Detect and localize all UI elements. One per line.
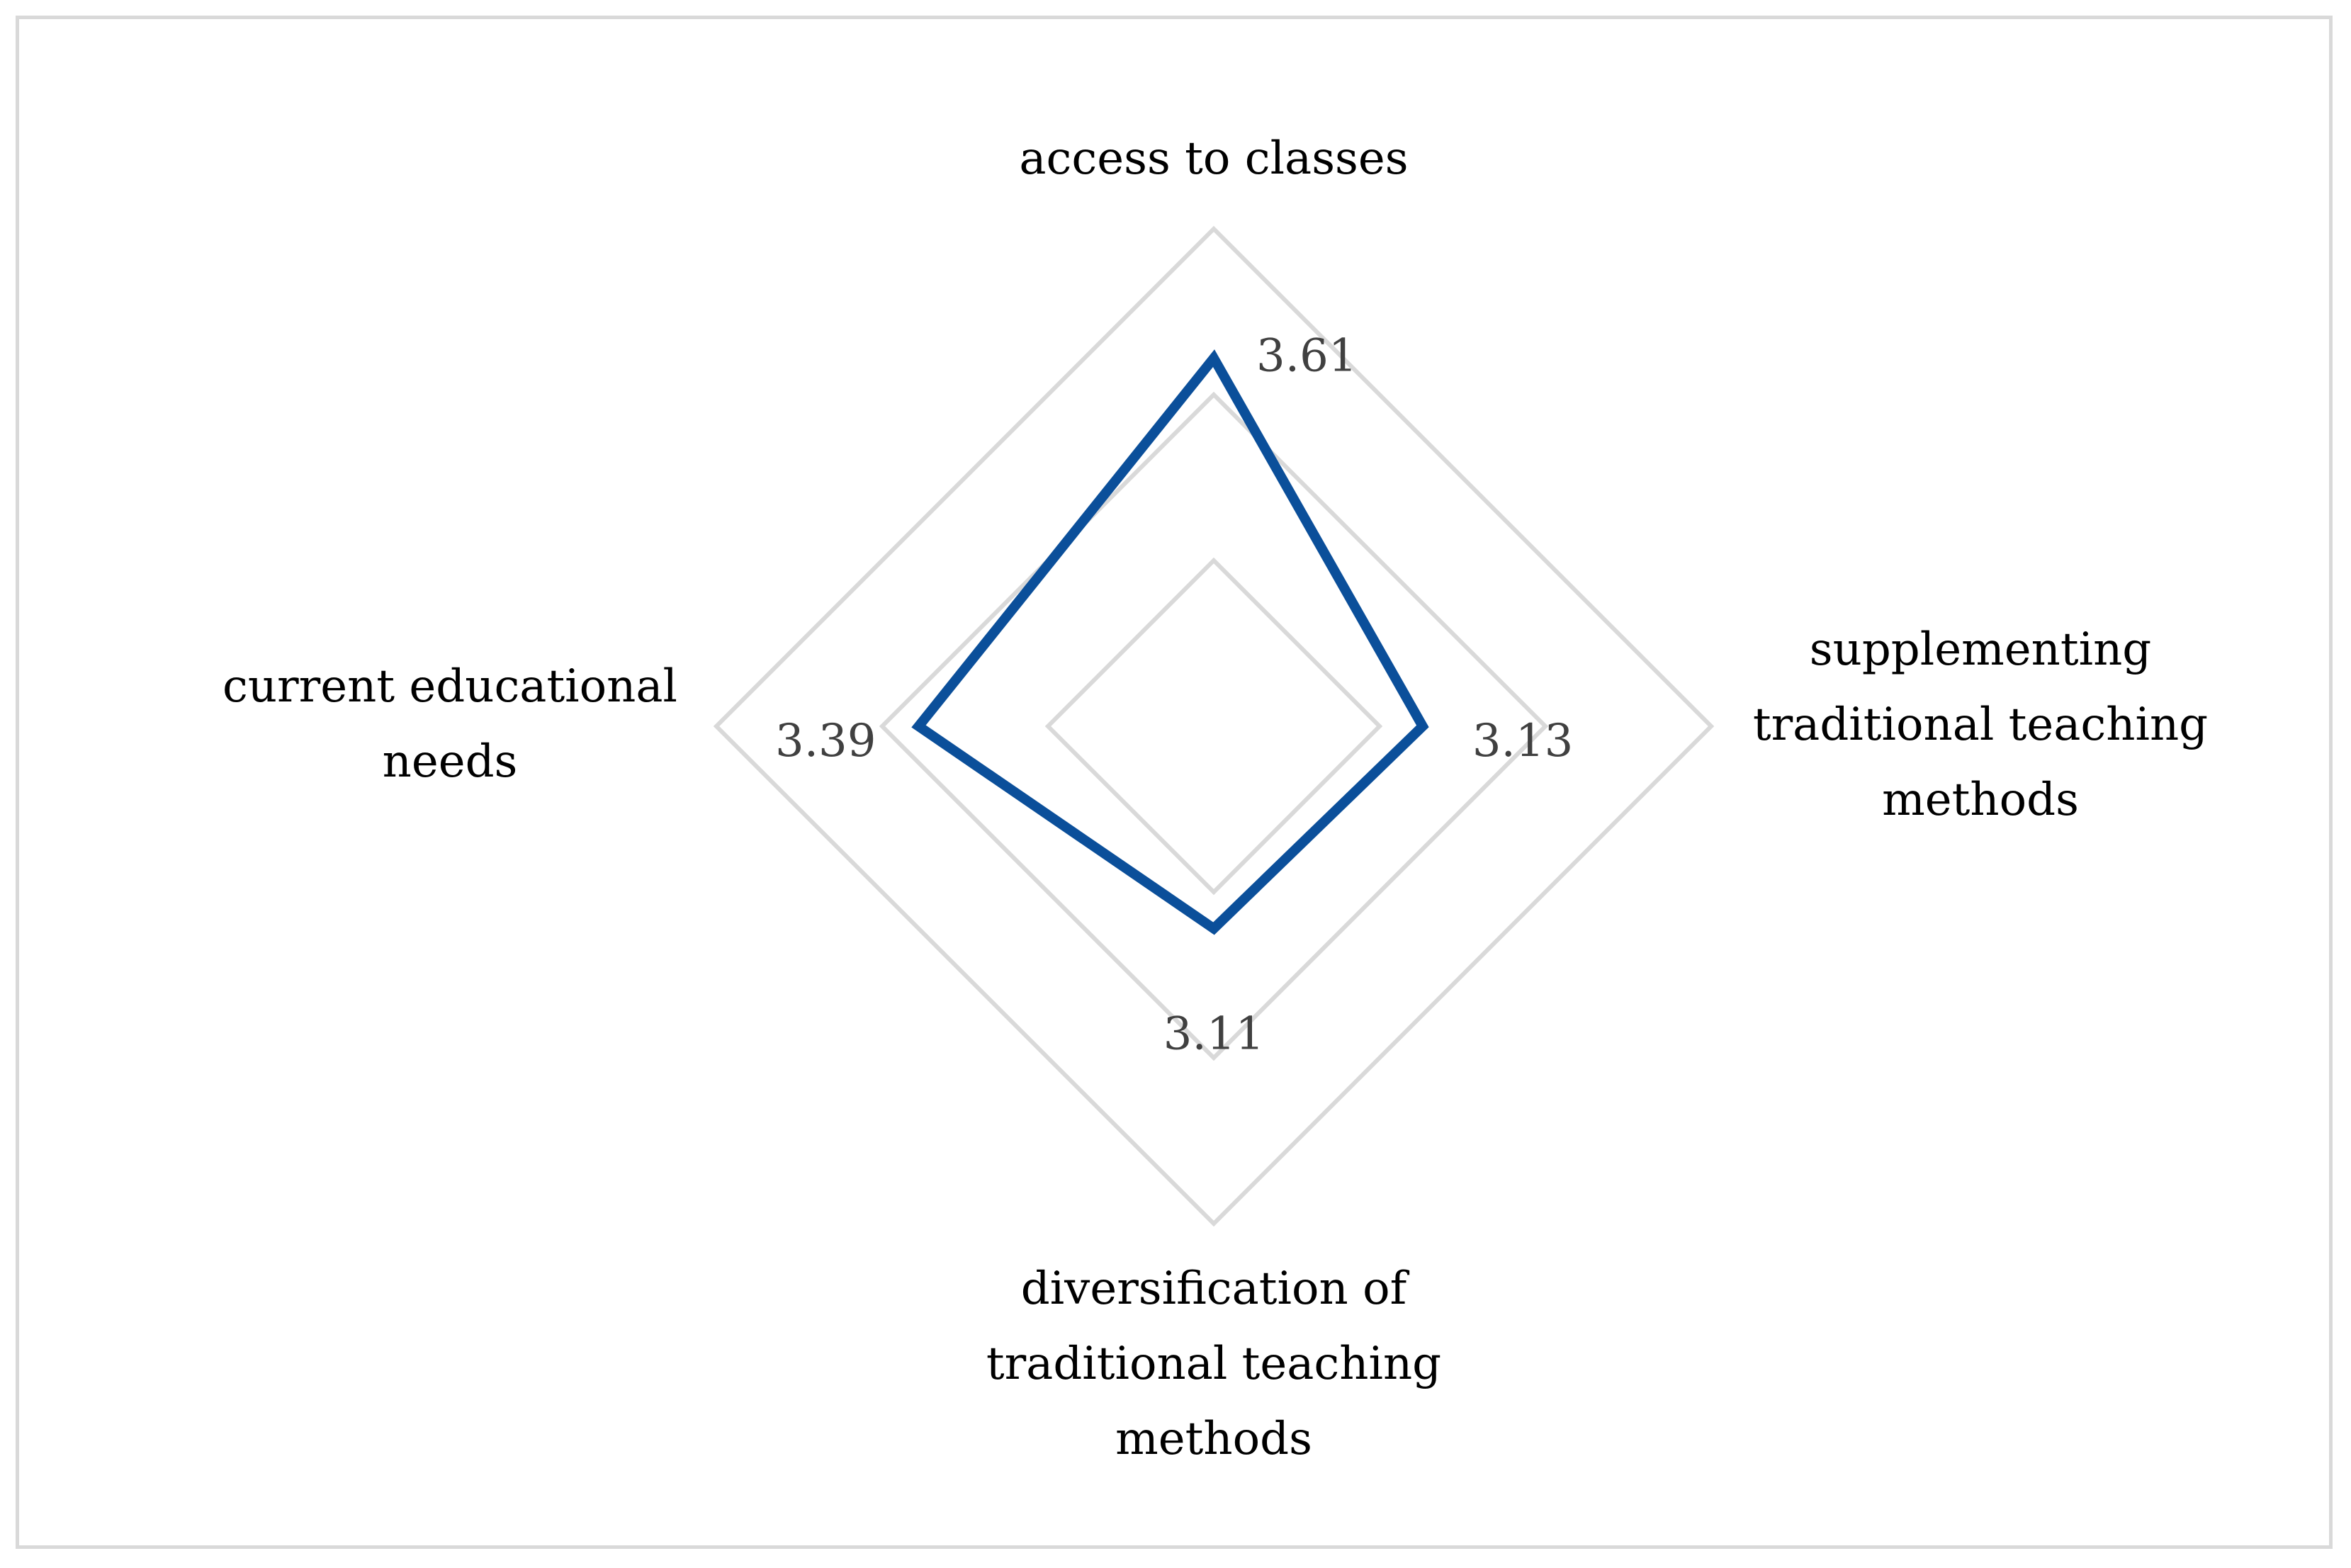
category-label-0: access to classes xyxy=(1019,132,1408,185)
data-point-1 xyxy=(1421,726,1423,727)
category-label-1: supplementing traditional teaching methods xyxy=(1753,624,2208,826)
value-label-0: 3.61 xyxy=(1256,330,1358,383)
category-label-1-line-0: supplementing xyxy=(1810,624,2152,676)
category-label-2-line-1: traditional teaching xyxy=(986,1338,1441,1390)
category-label-0-line-0: access to classes xyxy=(1019,132,1408,185)
data-point-2 xyxy=(1213,927,1214,930)
value-label-3: 3.39 xyxy=(775,715,876,767)
series-line-0 xyxy=(911,349,1429,935)
grid-ring-2 xyxy=(879,391,1549,1061)
category-label-2: diversification of traditional teaching me… xyxy=(986,1263,1441,1465)
category-label-3: current educational needs xyxy=(222,660,677,788)
category-label-2-line-0: diversification of xyxy=(1021,1263,1410,1315)
value-label-2: 3.11 xyxy=(1163,1008,1265,1060)
category-label-1-line-2: methods xyxy=(1882,774,2079,826)
grid-ring-1 xyxy=(1044,557,1383,896)
grid-ring-3 xyxy=(713,225,1715,1227)
category-label-3-line-1: needs xyxy=(383,735,518,788)
category-label-2-line-2: methods xyxy=(1115,1413,1312,1465)
category-label-1-line-1: traditional teaching xyxy=(1753,699,2208,751)
value-label-1: 3.13 xyxy=(1472,715,1574,767)
data-point-3 xyxy=(918,726,920,727)
category-label-3-line-0: current educational xyxy=(222,660,677,713)
data-point-0 xyxy=(1213,357,1214,359)
